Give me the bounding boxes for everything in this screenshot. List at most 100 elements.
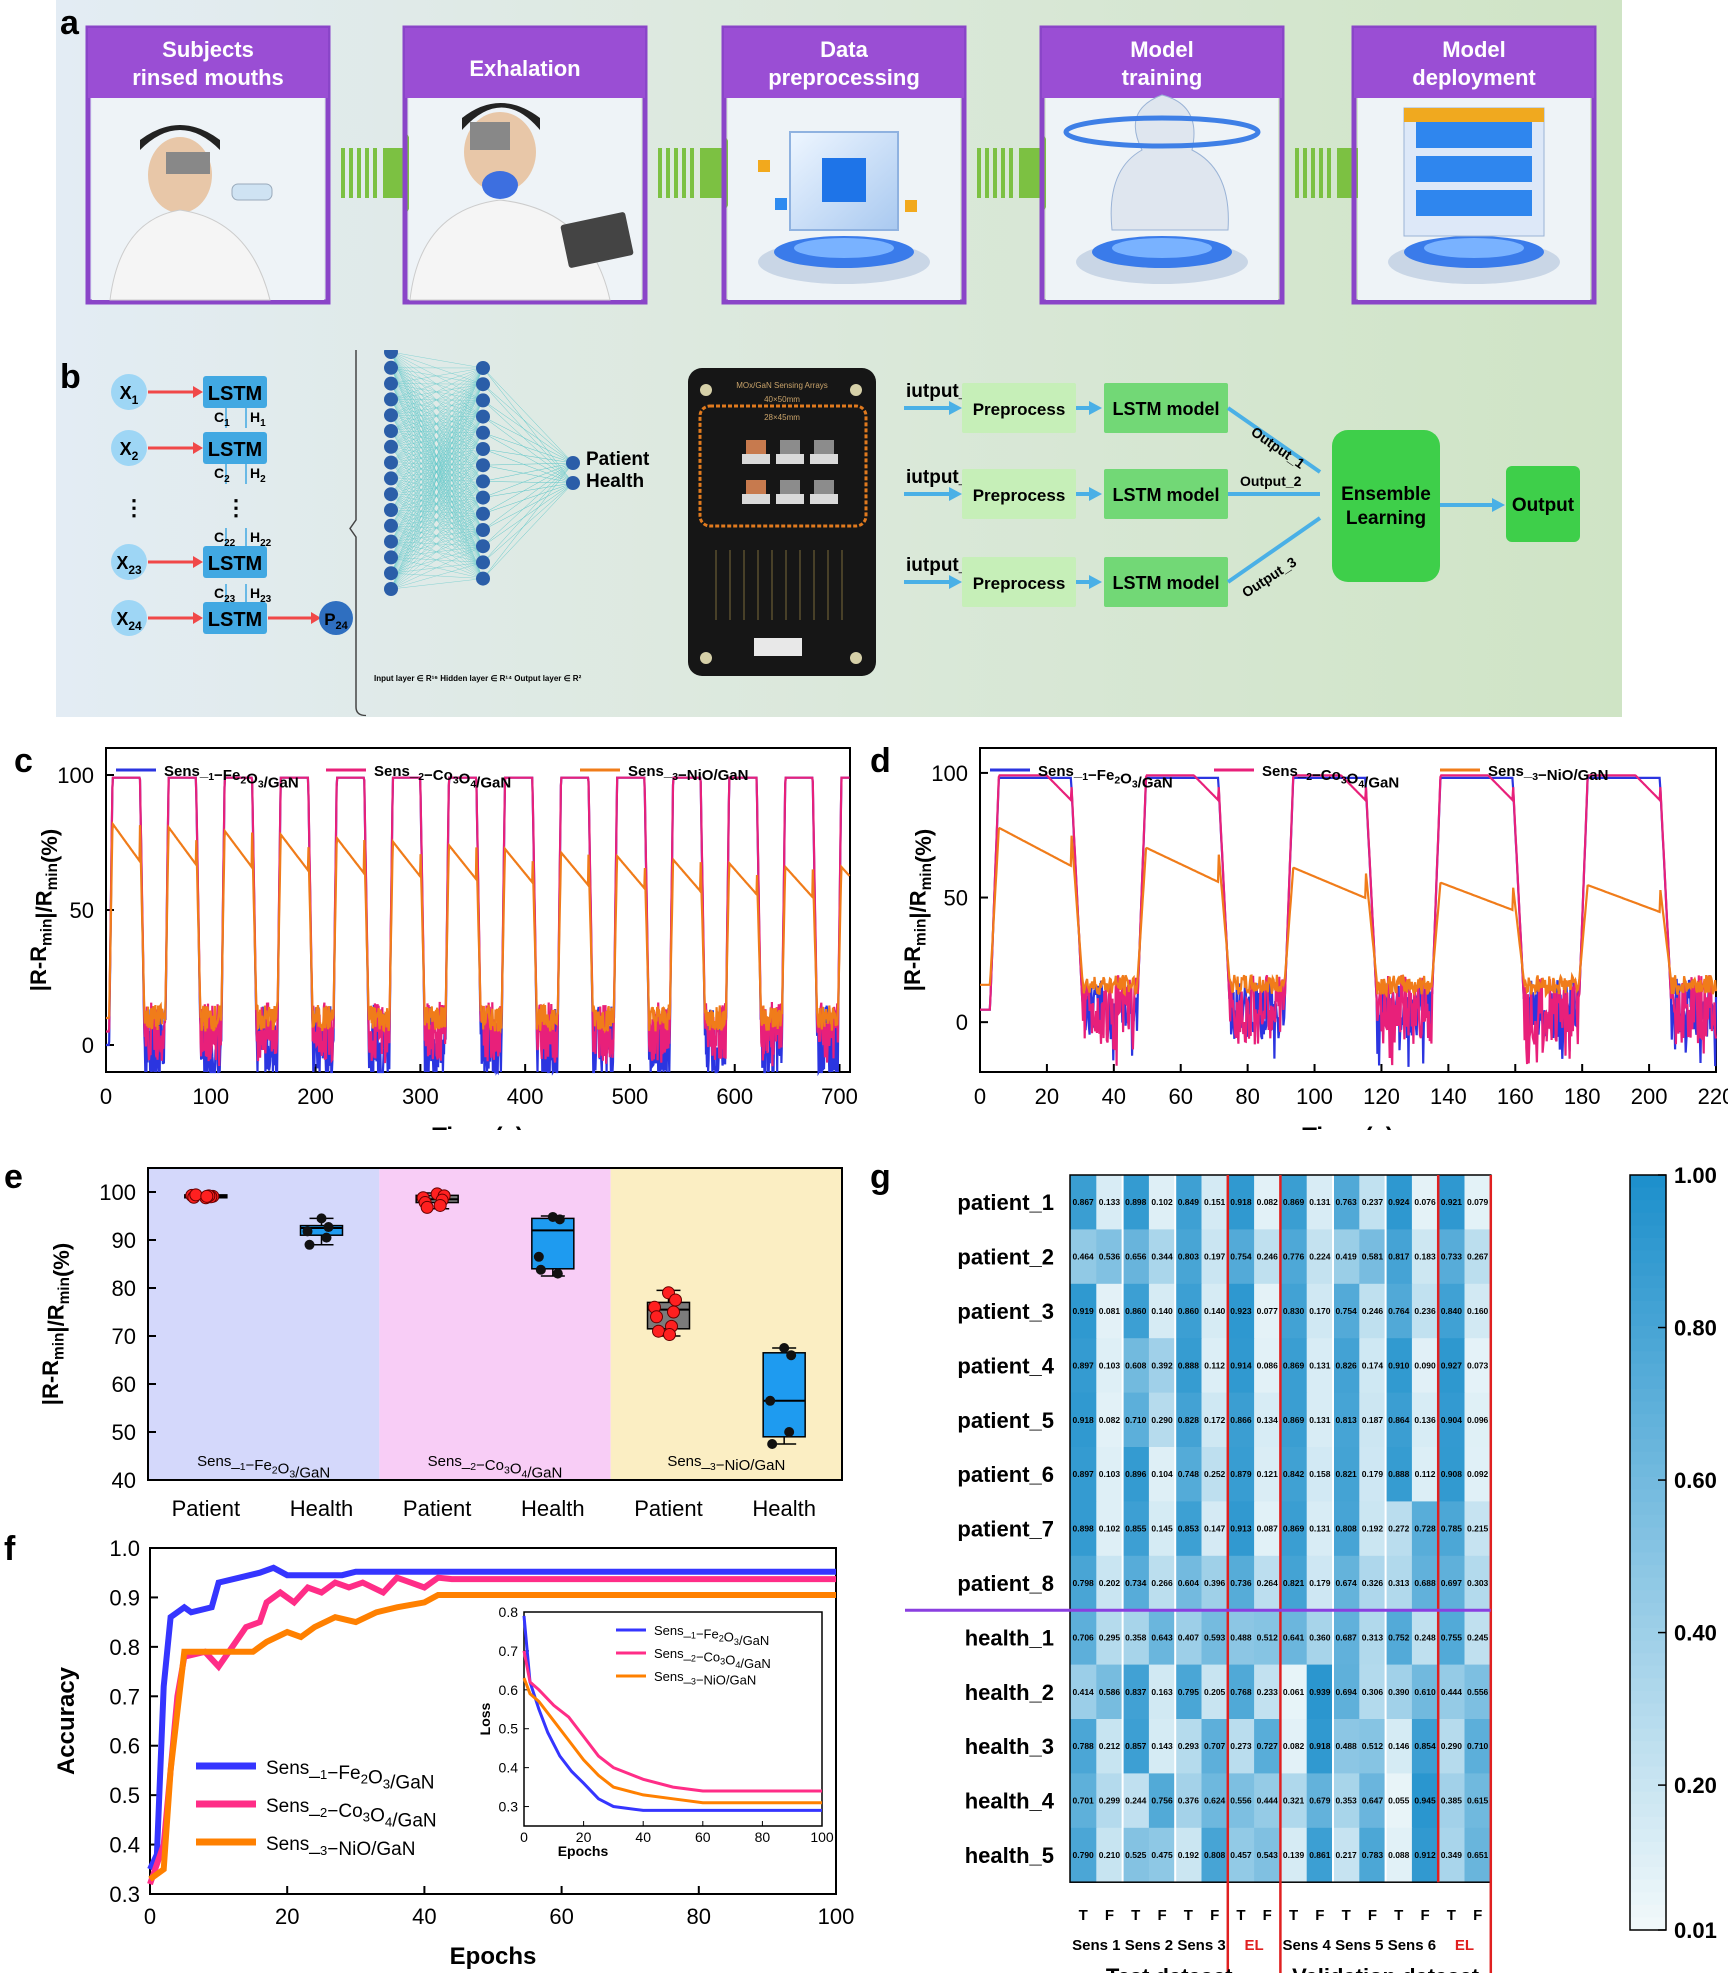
row-label: patient_4 <box>957 1353 1054 1378</box>
heatmap-cell <box>1385 1719 1413 1774</box>
colorbar-tick-label: 0.01 <box>1674 1918 1717 1943</box>
nn-edge <box>390 367 484 511</box>
colorbar-segment <box>1630 1728 1666 1742</box>
nn-edge <box>390 462 484 514</box>
heatmap-cell <box>1464 1827 1492 1883</box>
neural-network: Patient Health <box>384 350 650 596</box>
group-label: Sens 1 <box>1072 1937 1120 1954</box>
cell-value: 0.556 <box>1467 1687 1489 1697</box>
heatmap-cell <box>1122 1501 1150 1557</box>
nn-edge <box>390 430 484 514</box>
workflow-step-title: Subjects rinsed mouths <box>132 37 284 90</box>
column-label: F <box>1368 1907 1377 1924</box>
y-tick-label: 70 <box>112 1324 136 1349</box>
heatmap-cell <box>1333 1664 1360 1720</box>
nn-edge <box>390 513 484 590</box>
axis-ylabel: Accuracy <box>53 1666 80 1775</box>
cell-value: 0.233 <box>1257 1687 1279 1697</box>
nn-edge <box>390 494 484 498</box>
heatmap-cell <box>1175 1719 1202 1774</box>
cell-value: 0.512 <box>1362 1741 1384 1751</box>
c-label: C22 <box>214 529 236 549</box>
colorbar-segment <box>1630 1703 1666 1717</box>
arrow-stripe <box>357 148 361 198</box>
cell-value: 0.736 <box>1230 1578 1252 1588</box>
cell-value: 0.236 <box>1414 1306 1436 1316</box>
nn-edge <box>390 494 484 531</box>
colorbar-segment <box>1630 1250 1666 1264</box>
heatmap-cell <box>1122 1175 1150 1230</box>
c-label: C23 <box>214 585 236 605</box>
heatmap-cell <box>1464 1664 1492 1720</box>
nn-edge <box>390 446 484 482</box>
nn-edge <box>390 430 484 450</box>
inset-xlabel: Epochs <box>558 1843 609 1859</box>
cell-value: 0.888 <box>1178 1360 1200 1370</box>
heatmap-cell <box>1333 1827 1360 1883</box>
cell-value: 0.475 <box>1151 1850 1173 1860</box>
cell-value: 0.768 <box>1230 1687 1252 1697</box>
cell-value: 0.174 <box>1362 1360 1384 1370</box>
cell-value: 0.121 <box>1257 1469 1279 1479</box>
heatmap-cell <box>1438 1447 1465 1502</box>
data-particle <box>775 198 787 210</box>
nn-edge <box>390 399 484 417</box>
cell-value: 0.615 <box>1467 1796 1489 1806</box>
y-tick-label: 0.8 <box>109 1635 140 1660</box>
nn-edge <box>390 399 484 482</box>
colorbar-segment <box>1630 1766 1666 1780</box>
cell-value: 0.147 <box>1204 1524 1226 1534</box>
nn-edge <box>482 448 574 464</box>
data-particle <box>758 160 770 172</box>
heatmap-cell <box>1464 1229 1492 1285</box>
cell-value: 0.131 <box>1309 1415 1331 1425</box>
cell-value: 0.586 <box>1099 1687 1121 1697</box>
cell-value: 0.158 <box>1309 1469 1331 1479</box>
cell-value: 0.860 <box>1125 1306 1147 1316</box>
nn-edge <box>390 481 484 495</box>
nn-edge <box>482 482 574 563</box>
cell-value: 0.179 <box>1309 1578 1331 1588</box>
nn-input-node <box>384 424 398 438</box>
cell-value: 0.134 <box>1257 1415 1279 1425</box>
nn-edge <box>390 525 484 531</box>
heatmap-cell <box>1070 1229 1097 1285</box>
legend-label: Sens_2−Co3O4/GaN <box>1262 763 1399 791</box>
x-tick-label: 60 <box>549 1904 573 1929</box>
x-tick-label: 220 <box>1698 1084 1728 1109</box>
colorbar-segment <box>1630 1200 1666 1214</box>
x-tick-label: 200 <box>1631 1084 1668 1109</box>
heatmap-cell <box>1175 1664 1202 1720</box>
loss-curve <box>522 1650 822 1793</box>
box <box>299 1224 344 1236</box>
nn-edge <box>390 509 484 579</box>
nn-edge <box>390 430 484 482</box>
cell-value: 0.353 <box>1336 1796 1358 1806</box>
x-tick-label: 80 <box>687 1904 711 1929</box>
x-tick-label: 0 <box>974 1084 986 1109</box>
heatmap-cell <box>1411 1555 1439 1611</box>
heatmap-cell <box>1096 1501 1124 1557</box>
cell-value: 0.688 <box>1414 1578 1436 1588</box>
heatmap-cell <box>1438 1773 1465 1829</box>
heatmap-cell <box>1306 1827 1334 1883</box>
lstm-label: LSTM <box>208 553 262 575</box>
row-label: patient_2 <box>957 1245 1054 1270</box>
heatmap-cell <box>1359 1827 1387 1883</box>
nn-edge <box>482 416 574 464</box>
nn-edge <box>390 351 484 433</box>
platform-glow <box>1424 238 1524 258</box>
cell-value: 0.299 <box>1099 1796 1121 1806</box>
heatmap-cell <box>1227 1392 1255 1448</box>
data-point <box>784 1427 795 1437</box>
lstm-cell <box>203 376 267 408</box>
category-label: Health <box>521 1496 585 1521</box>
inset-y-tick-label: 0.7 <box>499 1643 519 1659</box>
heatmap-cell <box>1148 1338 1176 1394</box>
nn-edge <box>482 432 574 464</box>
cell-value: 0.444 <box>1441 1687 1463 1697</box>
heatmap-cell <box>1438 1719 1465 1774</box>
lstm-cell <box>203 432 267 464</box>
nn-edge <box>390 399 484 450</box>
cell-value: 0.898 <box>1073 1524 1095 1534</box>
